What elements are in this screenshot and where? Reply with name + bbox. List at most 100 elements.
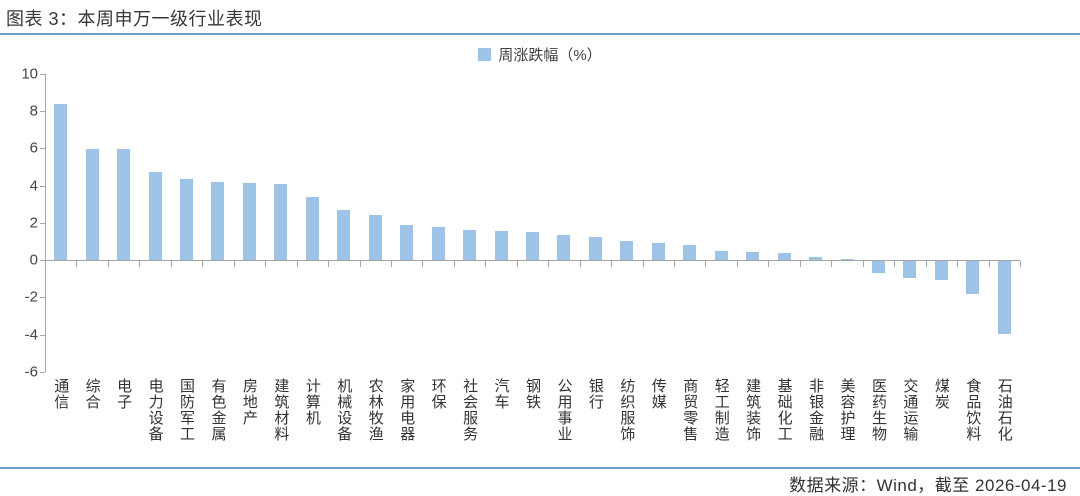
bar — [746, 251, 760, 260]
x-axis-category-label: 钢铁 — [524, 378, 541, 410]
x-axis-tick — [233, 261, 235, 267]
x-axis-category-label: 农林牧渔 — [366, 378, 384, 442]
title-divider — [0, 33, 1080, 35]
y-axis-line — [45, 73, 46, 372]
bar — [651, 243, 665, 260]
y-axis-tick-label: -6 — [24, 363, 38, 381]
x-axis-category-label: 煤炭 — [932, 378, 950, 410]
x-axis-tick — [642, 261, 644, 267]
x-axis-tick — [170, 261, 172, 267]
x-axis-category-label: 食品饮料 — [964, 378, 982, 442]
bar — [557, 234, 571, 260]
bar — [620, 241, 634, 260]
x-axis-category-label: 银行 — [586, 378, 604, 410]
x-axis-tick — [390, 261, 392, 267]
bar — [305, 196, 319, 260]
x-axis-category-label: 房地产 — [240, 378, 258, 426]
bar — [966, 261, 980, 294]
y-axis-tick-label: 4 — [29, 177, 38, 194]
bar — [400, 224, 414, 260]
x-axis-tick — [359, 261, 361, 267]
x-axis-category-label: 医药生物 — [869, 378, 887, 442]
y-axis-tick-label: 0 — [29, 251, 38, 269]
x-axis-tick — [925, 261, 927, 267]
x-axis-tick — [736, 261, 738, 267]
x-axis-tick — [579, 261, 581, 267]
y-axis-tick-label: 8 — [29, 102, 38, 120]
bar — [714, 250, 728, 260]
bar — [337, 209, 351, 260]
x-axis-tick — [485, 261, 487, 267]
x-axis-category-label: 公用事业 — [555, 378, 573, 442]
footer-divider — [0, 467, 1080, 469]
bar — [777, 252, 791, 260]
x-axis-category-label: 纺织服饰 — [618, 378, 636, 442]
x-axis-tick — [611, 261, 613, 267]
x-axis-category-label: 交通运输 — [901, 378, 919, 442]
x-axis-category-label: 轻工制造 — [712, 378, 730, 442]
y-axis-tick — [40, 371, 45, 373]
bar — [211, 181, 225, 260]
data-source-note: 数据来源：Wind，截至 2026-04-19 — [789, 476, 1067, 495]
x-axis-category-label: 电力设备 — [146, 378, 164, 442]
x-axis-tick — [862, 261, 864, 267]
bar — [431, 227, 445, 260]
bar — [54, 103, 68, 260]
bar — [588, 236, 602, 260]
x-axis-category-label: 机械设备 — [335, 378, 353, 442]
x-axis-tick — [265, 261, 267, 267]
x-axis-tick — [705, 261, 707, 267]
y-axis-tick-label: -2 — [24, 288, 38, 306]
bar — [274, 183, 288, 260]
x-axis-category-label: 建筑装饰 — [744, 378, 762, 442]
bar — [903, 261, 917, 278]
x-axis-category-label: 传媒 — [649, 378, 667, 410]
y-axis-tick — [40, 148, 45, 150]
x-axis-category-label: 商贸零售 — [681, 378, 699, 442]
x-axis-category-label: 汽车 — [492, 378, 510, 410]
x-axis-category-label: 美容护理 — [838, 378, 856, 442]
x-axis-tick — [202, 261, 204, 267]
x-axis-tick — [957, 261, 959, 267]
x-axis-category-label: 通信 — [52, 378, 70, 410]
figure-title: 图表 3：本周申万一级行业表现 — [6, 9, 263, 29]
bar — [180, 178, 194, 260]
y-axis-tick — [40, 185, 45, 187]
y-axis-tick — [40, 297, 45, 299]
x-axis-category-label: 有色金属 — [209, 378, 227, 442]
y-axis-tick — [40, 222, 45, 224]
x-axis-category-label: 社会服务 — [461, 378, 479, 442]
y-axis-tick-label: 10 — [21, 65, 38, 83]
y-axis-tick — [40, 111, 45, 112]
x-axis-tick — [894, 261, 896, 267]
x-axis-tick — [831, 261, 833, 267]
bar — [494, 231, 508, 260]
bar — [840, 259, 854, 260]
x-axis-line — [45, 260, 1020, 261]
x-axis-category-label: 非银金融 — [807, 378, 825, 442]
x-axis-tick — [516, 261, 518, 267]
bar — [242, 182, 256, 260]
y-axis-tick-label: 6 — [29, 139, 38, 157]
bar — [526, 232, 539, 260]
y-axis-tick-label: -4 — [24, 326, 38, 343]
y-axis-tick — [40, 73, 45, 75]
bar — [809, 257, 823, 260]
x-axis-category-label: 基础化工 — [775, 378, 793, 442]
x-axis-category-label: 家用电器 — [398, 378, 416, 442]
x-axis-tick — [988, 261, 990, 267]
x-axis-category-label: 电子 — [115, 378, 133, 410]
x-axis-category-label: 建筑材料 — [272, 378, 290, 442]
y-axis-tick-label: 2 — [29, 214, 38, 232]
bar — [85, 149, 99, 260]
x-axis-tick — [296, 261, 298, 267]
chart-legend: 周涨跌幅（%） — [0, 44, 1080, 65]
x-axis-category-label: 计算机 — [303, 378, 321, 426]
x-axis-tick — [799, 261, 801, 267]
x-axis-tick — [139, 261, 141, 267]
x-axis-category-label: 综合 — [83, 378, 101, 410]
x-axis-tick — [674, 261, 676, 267]
x-axis-tick — [453, 261, 455, 267]
